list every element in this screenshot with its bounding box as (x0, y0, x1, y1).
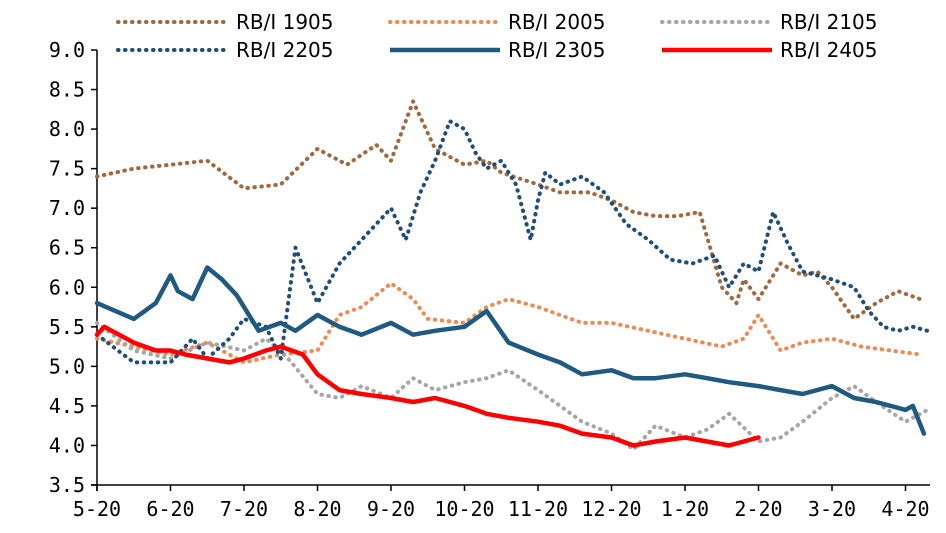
legend-label: RB/I 1905 (236, 10, 334, 34)
legend-item: RB/I 2205 (116, 38, 334, 62)
plot-area (94, 99, 930, 452)
x-tick-label: 2-20 (734, 497, 782, 521)
series-line-rb-i-2305 (94, 265, 927, 436)
legend-item: RB/I 1905 (116, 10, 334, 34)
x-tick-label: 1-20 (661, 497, 709, 521)
x-tick-label: 12-20 (581, 497, 641, 521)
legend-label: RB/I 2005 (508, 10, 606, 34)
y-tick-label: 7.5 (49, 157, 85, 181)
y-tick-label: 6.0 (49, 275, 85, 299)
legend-label: RB/I 2405 (780, 38, 878, 62)
x-tick-label: 4-20 (881, 497, 929, 521)
legend-label: RB/I 2305 (508, 38, 606, 62)
legend-label: RB/I 2105 (780, 10, 878, 34)
series-line-rb-i-2405 (94, 324, 761, 448)
legend: RB/I 1905 RB/I 2005 RB/I 2105 RB/I 2205 RB/I… (116, 10, 878, 62)
x-tick-label: 8-20 (293, 497, 341, 521)
x-tick-label: 5-20 (73, 497, 121, 521)
y-tick-label: 4.0 (49, 433, 85, 457)
series-line-rb-i-2005 (95, 281, 923, 365)
y-tick-label: 5.0 (49, 354, 85, 378)
legend-item: RB/I 2305 (390, 38, 606, 62)
series-line-rb-i-1905 (95, 99, 923, 321)
legend-label: RB/I 2205 (236, 38, 334, 62)
series-line-rb-i-2205 (95, 119, 930, 365)
legend-item: RB/I 2105 (660, 10, 878, 34)
legend-item: RB/I 2405 (662, 38, 878, 62)
x-tick-label: 10-20 (434, 497, 494, 521)
x-tick-label: 11-20 (508, 497, 568, 521)
x-tick-label: 9-20 (367, 497, 415, 521)
y-tick-label: 8.0 (49, 117, 85, 141)
y-tick-label: 7.0 (49, 196, 85, 220)
x-axis: 5-20 6-20 7-20 8-20 9-20 10-20 11-20 12-20 1-20 2… (73, 484, 930, 521)
y-tick-label: 6.5 (49, 236, 85, 260)
x-tick-label: 7-20 (220, 497, 268, 521)
x-tick-label: 6-20 (146, 497, 194, 521)
y-tick-label: 8.5 (49, 78, 85, 102)
y-tick-label: 5.5 (49, 315, 85, 339)
y-tick-label: 3.5 (49, 473, 85, 497)
y-axis: 3.5 4.0 4.5 5.0 5.5 6.0 6.5 7.0 7.5 8.0 8.5 9.0 (49, 38, 98, 497)
y-tick-label: 9.0 (49, 38, 85, 62)
y-tick-label: 4.5 (49, 394, 85, 418)
x-tick-label: 3-20 (808, 497, 856, 521)
legend-item: RB/I 2005 (388, 10, 606, 34)
